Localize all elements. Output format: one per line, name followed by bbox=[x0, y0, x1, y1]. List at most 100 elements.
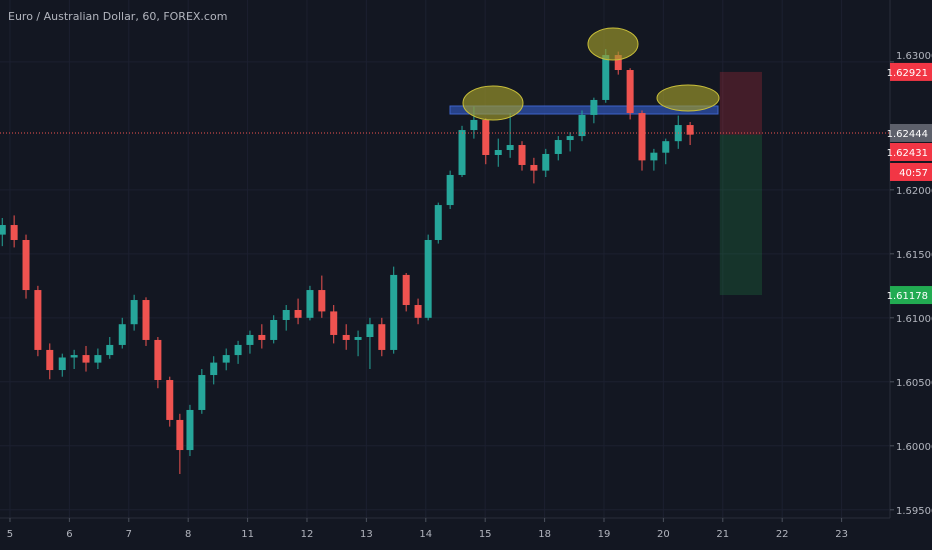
resistance-band bbox=[449, 105, 719, 115]
x-tick-label: 6 bbox=[66, 529, 72, 540]
price-tag-label: 1.62431 bbox=[887, 148, 928, 159]
candle-body bbox=[34, 290, 42, 350]
candle-body bbox=[578, 114, 586, 137]
candle-body bbox=[306, 290, 314, 318]
price-tag bbox=[890, 162, 932, 181]
candle-body bbox=[494, 150, 502, 156]
candle-body bbox=[46, 349, 54, 371]
candle-body bbox=[0, 225, 6, 235]
candle-body bbox=[318, 290, 326, 312]
candle-body bbox=[58, 357, 66, 371]
candle-body bbox=[402, 274, 410, 306]
candle-body bbox=[234, 344, 242, 356]
y-tick-label: 1.60000 bbox=[896, 442, 932, 453]
price-tag bbox=[890, 142, 932, 161]
x-tick-label: 11 bbox=[241, 529, 254, 540]
x-tick-label: 20 bbox=[657, 529, 670, 540]
y-tick-label: 1.62000 bbox=[896, 186, 932, 197]
candle-body bbox=[482, 119, 490, 156]
x-tick-label: 19 bbox=[598, 529, 611, 540]
x-tick-label: 15 bbox=[479, 529, 492, 540]
candle-body bbox=[434, 205, 442, 240]
price-tag-label: 1.61178 bbox=[887, 291, 928, 302]
candle-body bbox=[198, 375, 206, 410]
candles bbox=[0, 49, 694, 474]
x-tick-label: 22 bbox=[776, 529, 789, 540]
candle-body bbox=[176, 419, 184, 451]
candle-body bbox=[446, 174, 454, 206]
candle-body bbox=[222, 355, 230, 363]
price-tag bbox=[890, 286, 932, 305]
candle-body bbox=[246, 334, 254, 345]
candle-body bbox=[282, 310, 290, 320]
candle-body bbox=[542, 153, 550, 171]
candle-body bbox=[258, 334, 266, 340]
candle-body bbox=[458, 130, 466, 175]
candle-body bbox=[626, 70, 634, 114]
candle-body bbox=[638, 113, 646, 161]
price-tag-label: 1.62444 bbox=[887, 129, 928, 140]
candle-body bbox=[650, 152, 658, 161]
axes: 5 6 7 8 11 12 13 14 15 18 19 20 21 22 23 1.62921 1.62444… bbox=[0, 51, 932, 540]
x-tick-label: 7 bbox=[126, 529, 132, 540]
target-zone bbox=[719, 134, 762, 296]
candle-body bbox=[130, 300, 138, 325]
candle-body bbox=[614, 55, 622, 71]
price-tag bbox=[890, 123, 932, 142]
candle-body bbox=[366, 324, 374, 338]
candle-body bbox=[82, 355, 90, 363]
candle-body bbox=[330, 311, 338, 335]
x-tick-label: 8 bbox=[185, 529, 191, 540]
stop-zone bbox=[719, 71, 762, 135]
candle-body bbox=[118, 324, 126, 345]
x-tick-label: 23 bbox=[835, 529, 848, 540]
y-tick-label: 1.60500 bbox=[896, 378, 932, 389]
candle-body bbox=[10, 225, 18, 240]
candle-body bbox=[154, 339, 162, 381]
price-tag-label: 40:57 bbox=[899, 168, 928, 179]
x-tick-label: 12 bbox=[301, 529, 314, 540]
price-tag bbox=[890, 62, 932, 81]
candle-body bbox=[210, 362, 218, 376]
candle-body bbox=[294, 310, 302, 318]
candle-body bbox=[590, 99, 598, 115]
candle-body bbox=[166, 380, 174, 420]
candle-body bbox=[530, 164, 538, 171]
x-tick-label: 13 bbox=[360, 529, 373, 540]
candle-body bbox=[686, 125, 694, 135]
candle-body bbox=[186, 409, 194, 451]
candle-body bbox=[70, 355, 78, 358]
highlights bbox=[462, 27, 720, 121]
candle-body bbox=[414, 305, 422, 318]
highlight-ellipse bbox=[462, 85, 524, 121]
candle-body bbox=[270, 319, 278, 340]
candle-body bbox=[506, 145, 514, 151]
candle-body bbox=[470, 119, 478, 131]
y-tick-label: 1.61000 bbox=[896, 314, 932, 325]
candle-body bbox=[518, 145, 526, 165]
drawings bbox=[449, 71, 762, 296]
y-tick-label: 1.61500 bbox=[896, 250, 932, 261]
candle-body bbox=[424, 239, 432, 318]
candle-body bbox=[602, 55, 610, 100]
candle-body bbox=[106, 344, 114, 356]
highlight-ellipse bbox=[656, 84, 720, 112]
x-tick-label: 5 bbox=[7, 529, 13, 540]
candle-body bbox=[390, 274, 398, 350]
x-tick-label: 18 bbox=[538, 529, 551, 540]
y-tick-label: 1.59500 bbox=[896, 506, 932, 517]
candle-body bbox=[22, 239, 30, 291]
candle-body bbox=[566, 136, 574, 141]
candle-body bbox=[94, 355, 102, 363]
x-tick-label: 14 bbox=[419, 529, 432, 540]
x-tick-label: 21 bbox=[716, 529, 729, 540]
candle-body bbox=[354, 337, 362, 340]
highlight-ellipse bbox=[587, 27, 639, 61]
price-tag-label: 1.62921 bbox=[887, 68, 928, 79]
candle-body bbox=[378, 324, 386, 350]
candle-body bbox=[554, 140, 562, 154]
candle-body bbox=[662, 141, 670, 153]
y-tick-label: 1.63000 bbox=[896, 51, 932, 62]
